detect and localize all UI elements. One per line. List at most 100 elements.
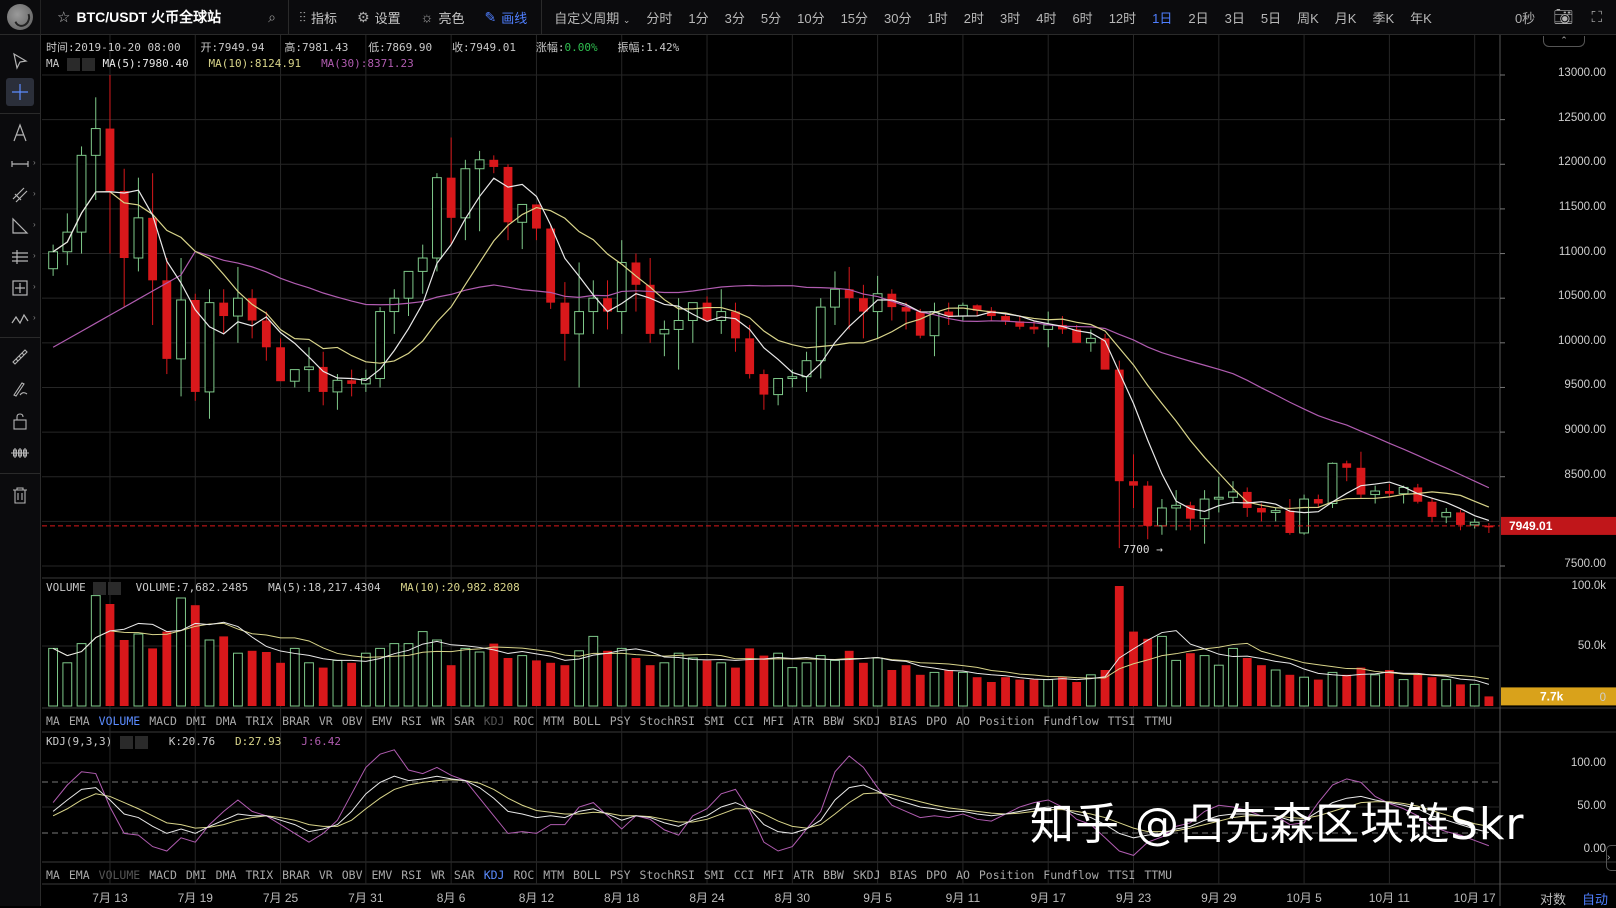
- volume-settings-icon[interactable]: [93, 581, 107, 595]
- crosshair-tool[interactable]: [6, 78, 34, 106]
- indicator-tab-ma[interactable]: MA: [46, 868, 60, 882]
- indicator-tab-ttsi[interactable]: TTSI: [1107, 714, 1136, 728]
- horizontal-line-tool[interactable]: [6, 150, 34, 178]
- indicator-tab-mtm[interactable]: MTM: [543, 868, 565, 882]
- delete-tool[interactable]: [6, 481, 34, 509]
- indicator-tab-bias[interactable]: BIAS: [889, 868, 918, 882]
- indicator-tab-psy[interactable]: PSY: [609, 714, 631, 728]
- indicator-tab-smi[interactable]: SMI: [703, 714, 725, 728]
- kdj-settings-icon[interactable]: [119, 735, 133, 749]
- rectangle-tool[interactable]: [6, 274, 34, 302]
- indicator-tab-ttmu[interactable]: TTMU: [1144, 714, 1173, 728]
- indicator-tab-stochrsi[interactable]: StochRSI: [639, 714, 695, 728]
- text-tool[interactable]: [6, 119, 34, 147]
- indicator-tab-volume[interactable]: VOLUME: [98, 714, 141, 728]
- indicator-tab-rsi[interactable]: RSI: [401, 714, 423, 728]
- indicator-tab-trix[interactable]: TRIX: [245, 868, 274, 882]
- indicator-tab-skdj[interactable]: SKDJ: [852, 714, 881, 728]
- indicator-tab-ma[interactable]: MA: [46, 714, 60, 728]
- ma-close-icon[interactable]: [81, 57, 95, 71]
- volume-close-icon[interactable]: [108, 581, 122, 595]
- indicator-tab-ema[interactable]: EMA: [68, 868, 90, 882]
- indicator-tab-mfi[interactable]: MFI: [763, 714, 785, 728]
- indicator-tab-macd[interactable]: MACD: [149, 714, 177, 728]
- indicator-tab-skdj[interactable]: SKDJ: [852, 868, 881, 882]
- period-6时[interactable]: 6时: [1072, 10, 1093, 26]
- indicator-tab-wr[interactable]: WR: [431, 868, 445, 882]
- indicator-tab-boll[interactable]: BOLL: [573, 868, 601, 882]
- period-4时[interactable]: 4时: [1036, 10, 1057, 26]
- indicator-tab-bbw[interactable]: BBW: [823, 714, 844, 728]
- indicator-tab-sar[interactable]: SAR: [453, 868, 475, 882]
- period-12时[interactable]: 12时: [1108, 10, 1137, 26]
- period-年K[interactable]: 年K: [1410, 10, 1432, 26]
- period-10分[interactable]: 10分: [797, 10, 825, 26]
- indicator-tab-vr[interactable]: VR: [318, 868, 333, 882]
- period-5分[interactable]: 5分: [760, 10, 782, 26]
- indicator-tab-dmi[interactable]: DMI: [185, 868, 207, 882]
- indicator-tab-mfi[interactable]: MFI: [763, 868, 785, 882]
- period-1日[interactable]: 1日: [1152, 10, 1173, 26]
- settings-button[interactable]: ⚙ 设置: [347, 0, 411, 34]
- indicator-tab-atr[interactable]: ATR: [793, 714, 815, 728]
- period-3日[interactable]: 3日: [1224, 10, 1245, 26]
- auto-scale-toggle[interactable]: 自动: [1582, 892, 1609, 907]
- cursor-arrow-tool[interactable]: [6, 47, 34, 75]
- indicator-tab-position[interactable]: Position: [978, 714, 1035, 728]
- indicator-tab-bias[interactable]: BIAS: [889, 714, 918, 728]
- indicator-tab-boll[interactable]: BOLL: [573, 714, 601, 728]
- collapse-toggle[interactable]: ⌃: [1543, 36, 1585, 47]
- log-scale-toggle[interactable]: 对数: [1540, 892, 1567, 907]
- indicator-tab-macd[interactable]: MACD: [149, 868, 177, 882]
- indicator-tab-ao[interactable]: AO: [956, 868, 970, 882]
- custom-period-dropdown[interactable]: 自定义周期 ⌄: [546, 8, 638, 27]
- indicator-tab-position[interactable]: Position: [978, 868, 1035, 882]
- indicator-tab-stochrsi[interactable]: StochRSI: [639, 868, 695, 882]
- brush-tool[interactable]: [6, 375, 34, 403]
- indicator-tab-bbw[interactable]: BBW: [823, 868, 844, 882]
- indicator-tab-rsi[interactable]: RSI: [401, 868, 423, 882]
- lock-tool[interactable]: [6, 407, 34, 435]
- indicator-tab-fundflow[interactable]: Fundflow: [1043, 714, 1099, 728]
- indicator-tab-ttsi[interactable]: TTSI: [1107, 868, 1136, 882]
- indicator-tab-cci[interactable]: CCI: [733, 714, 755, 728]
- period-1分[interactable]: 1分: [688, 10, 709, 26]
- indicator-tab-ao[interactable]: AO: [956, 714, 970, 728]
- indicator-tab-dma[interactable]: DMA: [215, 868, 237, 882]
- indicator-tab-cci[interactable]: CCI: [733, 868, 755, 882]
- hide-drawings-tool[interactable]: [6, 439, 34, 467]
- star-icon[interactable]: ☆: [57, 9, 71, 26]
- indicator-tab-trix[interactable]: TRIX: [245, 714, 274, 728]
- indicator-tab-volume[interactable]: VOLUME: [98, 868, 141, 882]
- indicator-tab-brar[interactable]: BRAR: [282, 868, 310, 882]
- indicator-tab-obv[interactable]: OBV: [341, 868, 363, 882]
- symbol-selector[interactable]: ☆ BTC/USDT 火币全球站 ⌕: [41, 0, 289, 34]
- measure-tool[interactable]: [6, 343, 34, 371]
- indicator-tab-kdj[interactable]: KDJ: [483, 868, 505, 882]
- period-1时[interactable]: 1时: [927, 10, 948, 26]
- search-icon[interactable]: ⌕: [268, 8, 276, 25]
- indicator-tab-psy[interactable]: PSY: [609, 868, 631, 882]
- indicator-tab-dpo[interactable]: DPO: [926, 714, 948, 728]
- period-15分[interactable]: 15分: [840, 10, 869, 26]
- wave-tool[interactable]: [6, 305, 34, 333]
- period-月K[interactable]: 月K: [1334, 10, 1357, 26]
- indicator-tab-sar[interactable]: SAR: [453, 714, 475, 728]
- period-分时[interactable]: 分时: [646, 10, 673, 26]
- indicator-tab-fundflow[interactable]: Fundflow: [1043, 868, 1099, 882]
- period-2日[interactable]: 2日: [1188, 10, 1209, 26]
- indicator-tab-roc[interactable]: ROC: [513, 714, 535, 728]
- indicator-tab-dpo[interactable]: DPO: [926, 868, 948, 882]
- indicator-tab-vr[interactable]: VR: [318, 714, 333, 728]
- expand-right-toggle[interactable]: ›: [1606, 845, 1616, 871]
- indicator-tab-ttmu[interactable]: TTMU: [1144, 868, 1173, 882]
- parallel-channel-tool[interactable]: [6, 181, 34, 209]
- indicator-tab-roc[interactable]: ROC: [513, 868, 535, 882]
- indicator-tab-emv[interactable]: EMV: [371, 714, 393, 728]
- ma-settings-icon[interactable]: [66, 57, 80, 71]
- period-周K[interactable]: 周K: [1297, 10, 1319, 26]
- fullscreen-icon[interactable]: ⛶: [1591, 8, 1602, 26]
- fibonacci-tool[interactable]: [6, 243, 34, 271]
- indicator-tab-brar[interactable]: BRAR: [282, 714, 310, 728]
